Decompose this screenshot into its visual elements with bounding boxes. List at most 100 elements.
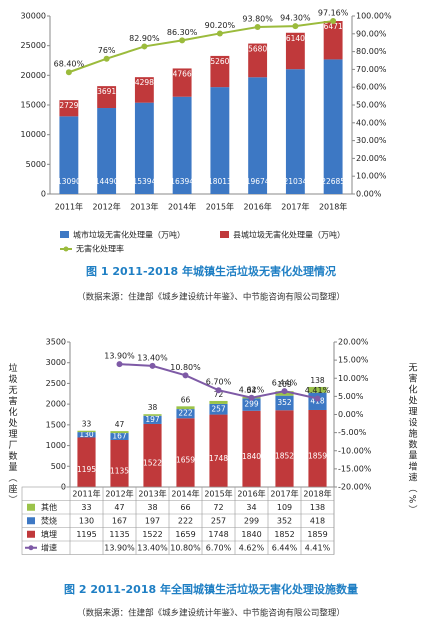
y-tick-label: 3000	[46, 358, 66, 367]
x-tick-label: 2017年	[270, 488, 298, 498]
source: （数据来源：住建部《城乡建设统计年鉴》、中节能咨询有限公司整理）	[77, 292, 345, 303]
y-tick-label: 2500	[46, 379, 66, 388]
data-label: 19674	[246, 177, 270, 186]
table-cell: 109	[277, 503, 292, 512]
legend-label: 焚烧	[41, 515, 57, 525]
y2-tick-label: 20.00%	[356, 154, 387, 163]
y-tick-label: 5000	[26, 160, 46, 169]
legend-swatch	[27, 530, 35, 538]
bar-segment	[210, 55, 230, 88]
x-tick-label: 2018年	[303, 488, 331, 498]
legend-swatch	[27, 517, 35, 525]
data-label: 222	[178, 409, 193, 418]
line-label: 4.62%	[239, 385, 265, 394]
line-label: 13.90%	[104, 352, 135, 361]
line-marker	[141, 43, 148, 50]
x-tick-label: 2011年	[55, 202, 83, 212]
table-cell: 6.70%	[206, 543, 232, 552]
x-tick-label: 2016年	[243, 202, 271, 212]
line-label: 97.16%	[318, 9, 349, 18]
data-label: 167	[112, 432, 127, 441]
x-tick-label: 2012年	[105, 488, 133, 498]
legend-swatch	[60, 231, 69, 238]
bar-segment	[176, 409, 195, 419]
y-tick-label: 2000	[46, 400, 66, 409]
line-label: 94.30%	[280, 14, 311, 23]
bar-segment	[275, 410, 294, 487]
line-label: 10.80%	[170, 363, 201, 372]
table-cell: 4.41%	[305, 543, 331, 552]
data-label: 13090	[57, 177, 81, 186]
table-cell: 257	[211, 516, 226, 525]
table-cell: 167	[112, 516, 127, 525]
table-cell: 13.40%	[137, 543, 168, 552]
caption: 图 1 2011-2018 年城镇生活垃圾无害化处理情况	[86, 264, 336, 278]
table-cell: 1840	[241, 530, 261, 539]
table-cell: 1135	[109, 530, 129, 539]
line-label: 90.20%	[205, 21, 236, 30]
data-label: 21034	[283, 177, 307, 186]
legend-label: 城市垃圾无害化处理量（万吨）	[73, 230, 185, 240]
x-tick-label: 2017年	[281, 202, 309, 212]
legend-label: 其他	[41, 502, 57, 512]
x-tick-label: 2018年	[319, 202, 347, 212]
y2-tick-label: -10.00%	[338, 446, 372, 455]
data-label: 257	[211, 404, 226, 413]
line-marker	[103, 55, 110, 62]
data-label: 14490	[95, 177, 119, 186]
y-tick-label: 1500	[46, 420, 66, 429]
bar-segment	[242, 410, 261, 487]
x-tick-label: 2012年	[92, 202, 120, 212]
y2-tick-label: -20.00%	[338, 483, 372, 492]
bar-segment	[134, 77, 154, 103]
bar-segment	[308, 386, 327, 393]
bar-segment	[248, 43, 268, 78]
line-marker	[149, 362, 156, 369]
table-cell: 352	[277, 516, 292, 525]
data-label: 138	[310, 376, 325, 385]
data-label: 109	[277, 380, 292, 389]
bar-segment	[209, 400, 228, 404]
data-label: 38	[148, 403, 158, 412]
line-label: 6.44%	[272, 379, 298, 388]
line-label: 4.41%	[305, 386, 331, 395]
y2-tick-label: 60.00%	[356, 83, 387, 92]
data-label: 5680	[248, 45, 267, 54]
data-label: 22685	[321, 177, 345, 186]
data-label: 18013	[208, 177, 232, 186]
bar-segment	[323, 59, 343, 195]
bar-segment	[110, 431, 129, 434]
bar-segment	[209, 414, 228, 487]
bar-segment	[210, 87, 230, 194]
data-label: 197	[145, 415, 160, 424]
y-tick-label: 500	[51, 462, 66, 471]
y2-tick-label: 80.00%	[356, 47, 387, 56]
y2-tick-label: 0.00%	[356, 190, 382, 199]
x-tick-label: 2016年	[237, 488, 265, 498]
y2-tick-label: 15.00%	[338, 356, 369, 365]
x-tick-label: 2013年	[130, 202, 158, 212]
data-label: 6140	[286, 34, 305, 43]
bar-segment	[110, 439, 129, 487]
line-label: 68.40%	[54, 60, 85, 69]
data-label: 1840	[242, 452, 261, 461]
y2-tick-label: -5.00%	[338, 428, 367, 437]
legend-label: 县城垃圾无害化处理量（万吨）	[233, 230, 345, 240]
data-label: 33	[82, 420, 92, 429]
data-label: 66	[181, 395, 191, 404]
legend-swatch	[220, 231, 229, 238]
bar-segment	[172, 96, 192, 194]
bar-segment	[209, 403, 228, 415]
table-cell: 418	[310, 516, 325, 525]
legend-swatch	[28, 545, 34, 551]
y-tick-label: 10000	[21, 130, 46, 139]
data-label: 4766	[173, 69, 192, 78]
table-cell: 6.44%	[272, 543, 298, 552]
data-label: 1659	[176, 456, 195, 465]
data-label: 1522	[143, 458, 162, 467]
table-cell: 1852	[274, 530, 294, 539]
bar-segment	[77, 430, 96, 433]
bar-segment	[275, 395, 294, 411]
y2-tick-label: 30.00%	[356, 136, 387, 145]
